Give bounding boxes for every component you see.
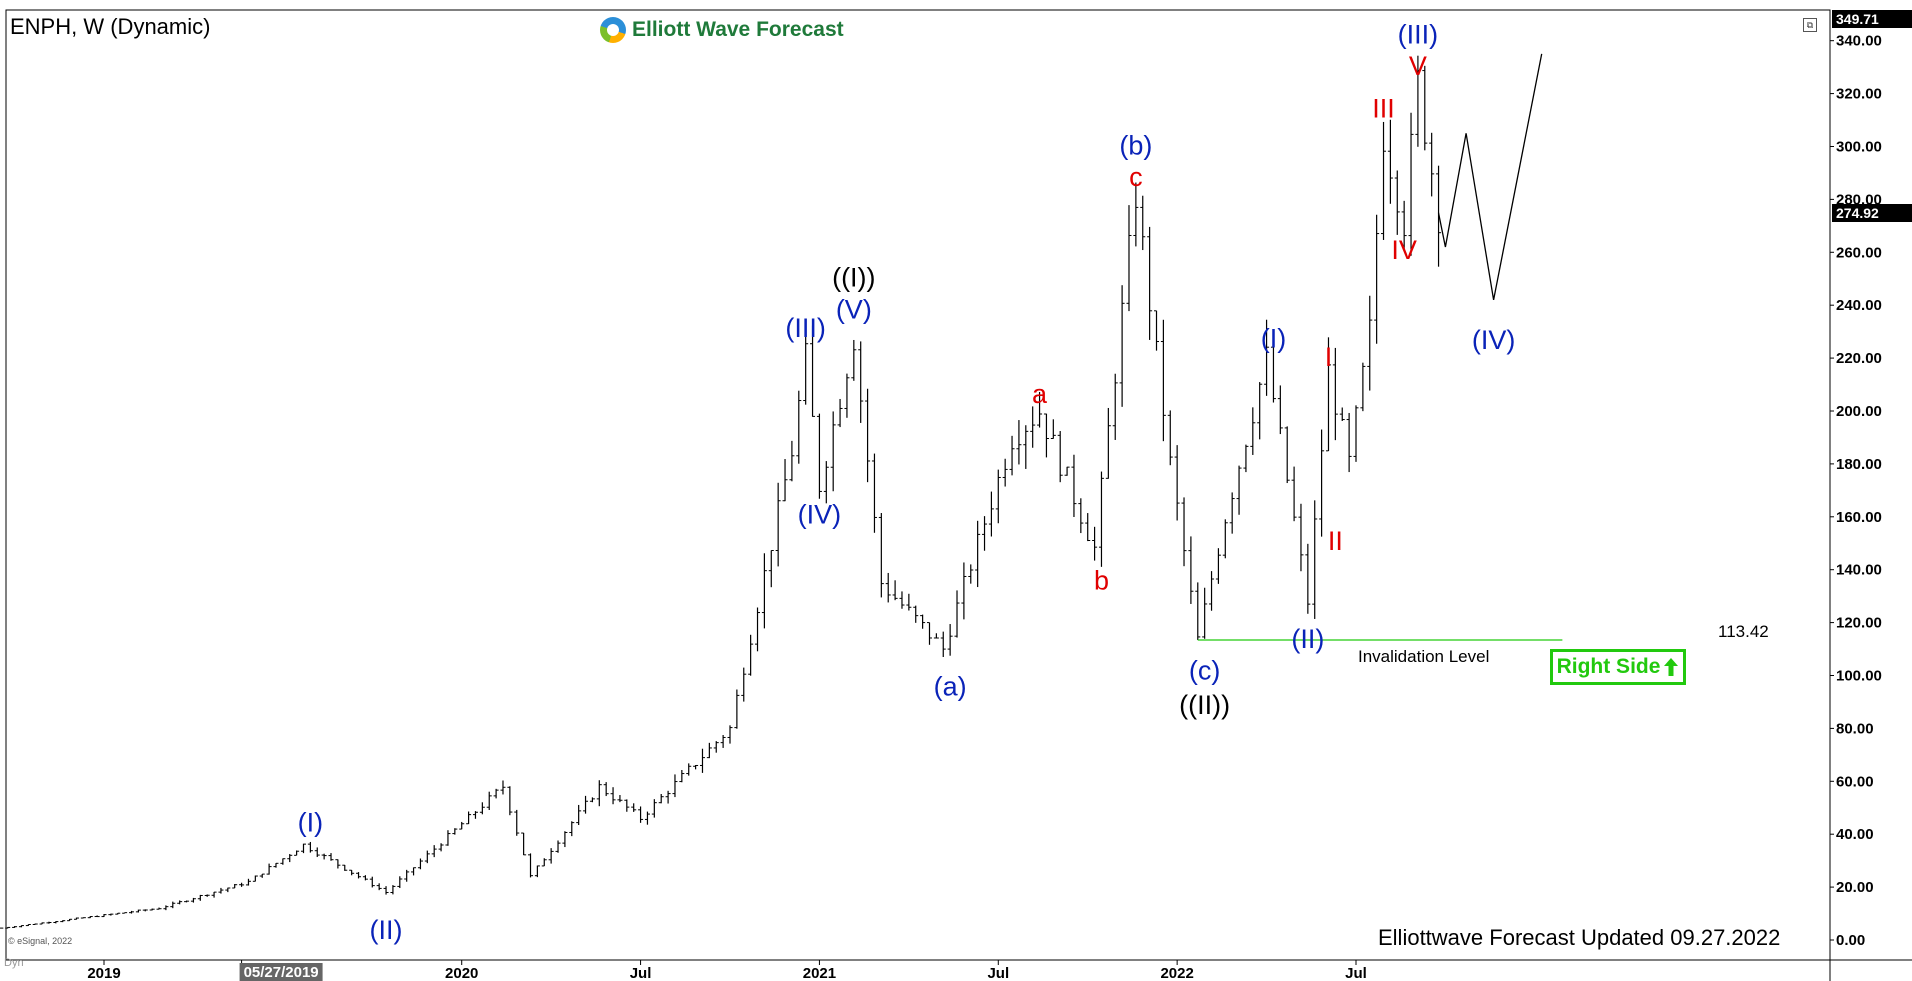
projection-line — [1437, 53, 1543, 301]
wave-labels: (I) (II) (III) (IV) (V)((I)) (a) a b c(b) (c) ((II… — [298, 19, 1516, 945]
y-tick-label: 40.00 — [1836, 826, 1874, 843]
wave-label: V — [1409, 51, 1427, 81]
wave-label: IV — [1391, 235, 1417, 265]
right-side-label: Right Side — [1556, 655, 1661, 678]
y-tick-label: 120.00 — [1836, 615, 1882, 632]
wave-label: (IV) — [1472, 325, 1516, 355]
y-tick-label: 80.00 — [1836, 720, 1874, 737]
y-tick-label: 100.00 — [1836, 667, 1882, 684]
y-tick-label: 160.00 — [1836, 509, 1882, 526]
x-tick-label: 2021 — [803, 965, 836, 981]
x-tick-label: 2019 — [87, 965, 120, 981]
price-bars — [0, 55, 1442, 929]
dynamic-mode-indicator[interactable]: Dyn — [4, 957, 24, 969]
copyright-note: © eSignal, 2022 — [8, 936, 73, 946]
y-tick-label: 340.00 — [1836, 33, 1882, 50]
wave-label: (III) — [1398, 19, 1439, 49]
wave-label: I — [1325, 342, 1333, 372]
brand-name: Elliott Wave Forecast — [632, 18, 844, 41]
wave-label: II — [1328, 526, 1343, 556]
wave-label: (III) — [785, 313, 826, 343]
wave-label: ((II)) — [1179, 690, 1230, 720]
top-price-label: 349.71 — [1832, 10, 1912, 28]
x-tick-label: Jul — [1345, 965, 1367, 981]
arrow-up-icon — [1664, 658, 1679, 676]
y-tick-label: 180.00 — [1836, 456, 1882, 473]
right-side-badge: Right Side — [1550, 649, 1686, 685]
wave-label: (V) — [836, 294, 872, 324]
wave-label: III — [1372, 93, 1395, 123]
y-tick-label: 60.00 — [1836, 773, 1874, 790]
x-tick-label: 05/27/2019 — [244, 964, 319, 981]
projection-path — [1437, 53, 1543, 301]
wave-label: ((I)) — [832, 263, 875, 293]
wave-label: (I) — [298, 808, 323, 838]
logo-icon — [600, 17, 626, 43]
wave-label: (IV) — [798, 500, 842, 530]
x-tick-label: Jul — [630, 965, 652, 981]
y-tick-label: 300.00 — [1836, 138, 1882, 155]
wave-label: (I) — [1261, 324, 1286, 354]
chart-title: ENPH, W (Dynamic) — [10, 14, 211, 39]
y-tick-label: 200.00 — [1836, 403, 1882, 420]
invalidation-value: 113.42 — [1718, 622, 1769, 641]
y-tick-label: 320.00 — [1836, 86, 1882, 103]
brand-logo: Elliott Wave Forecast — [600, 17, 844, 43]
wave-label: (b) — [1119, 130, 1152, 160]
x-tick-highlight — [239, 963, 323, 981]
y-tick-label: 20.00 — [1836, 879, 1874, 896]
wave-label: (II) — [370, 915, 403, 945]
invalidation-label: Invalidation Level — [1358, 647, 1490, 666]
x-tick-label: Jul — [987, 965, 1009, 981]
axes: 0.00 20.00 40.00 60.00 80.00 100.00 120.00 140.… — [5, 9, 1912, 981]
y-tick-label: 0.00 — [1836, 932, 1865, 949]
y-tick-label: 140.00 — [1836, 562, 1882, 579]
wave-label: b — [1094, 566, 1109, 596]
update-note: Elliottwave Forecast Updated 09.27.2022 — [1378, 925, 1781, 950]
wave-label: (c) — [1189, 656, 1220, 686]
plot-border — [5, 9, 1831, 961]
x-tick-label: 2022 — [1160, 965, 1193, 981]
wave-label: a — [1032, 379, 1048, 409]
wave-label: (II) — [1291, 624, 1324, 654]
maximize-icon[interactable]: ⧉ — [1803, 18, 1817, 32]
y-tick-label: 220.00 — [1836, 350, 1882, 367]
y-tick-label: 260.00 — [1836, 244, 1882, 261]
last-price-label: 274.92 — [1832, 204, 1912, 222]
wave-label: c — [1129, 162, 1143, 192]
y-tick-label: 240.00 — [1836, 297, 1882, 314]
wave-label: (a) — [934, 671, 967, 701]
x-tick-label: 2020 — [445, 965, 478, 981]
